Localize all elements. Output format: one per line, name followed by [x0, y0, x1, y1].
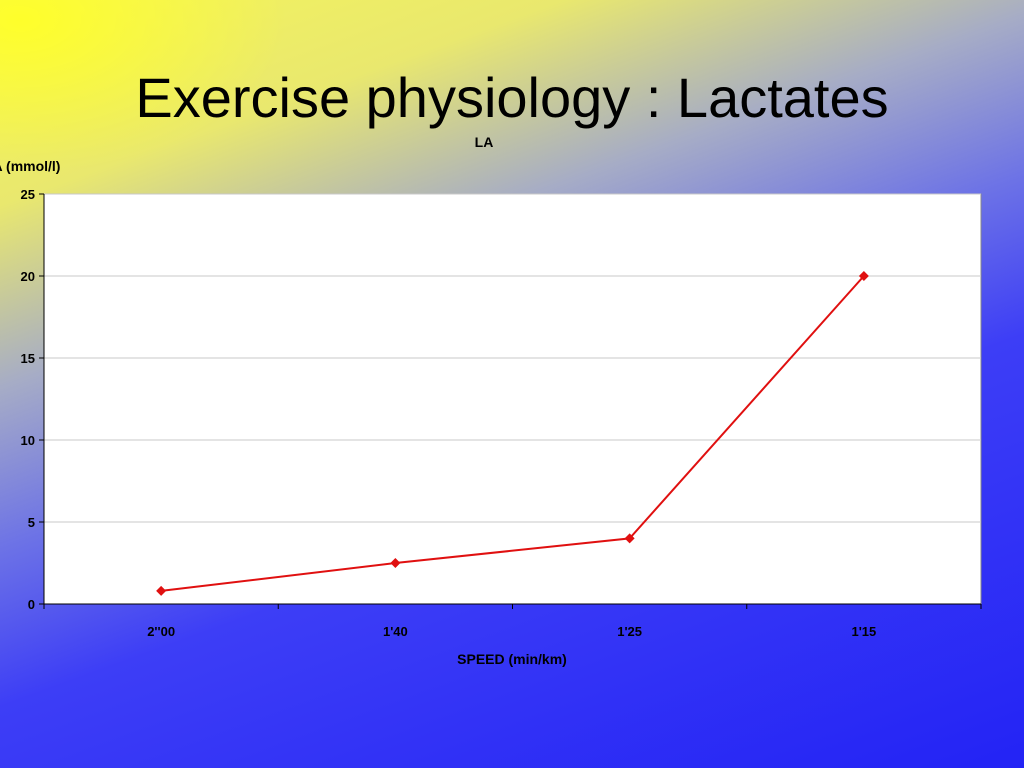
x-tick-label: 1'15	[851, 624, 876, 639]
y-tick-label: 25	[21, 187, 35, 202]
x-axis-label: SPEED (min/km)	[457, 651, 567, 667]
slide-title: Exercise physiology : Lactates	[135, 66, 889, 129]
series-line	[161, 275, 865, 592]
plot-area	[43, 193, 982, 605]
data-point-marker	[390, 558, 401, 568]
x-tick-label: 1'40	[383, 624, 408, 639]
y-tick-label: 0	[28, 597, 35, 612]
x-tick-label: 2''00	[147, 624, 175, 639]
y-tick-label: 20	[21, 269, 35, 284]
y-tick-label: 10	[21, 433, 35, 448]
data-point-marker	[156, 585, 167, 596]
data-point-marker	[624, 533, 635, 544]
data-point-marker	[858, 271, 869, 281]
y-tick-label: 15	[21, 351, 35, 366]
y-tick-label: 5	[28, 515, 35, 530]
x-tick-label: 1'25	[617, 624, 642, 639]
chart-title: LA	[474, 134, 494, 150]
y-axis-label: LA (mmol/l)	[0, 158, 61, 174]
